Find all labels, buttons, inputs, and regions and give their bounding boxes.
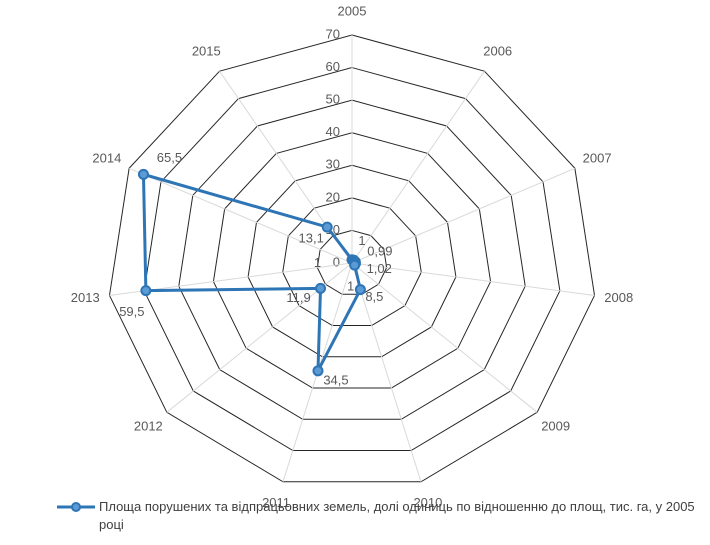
value-label: 1 (358, 233, 365, 248)
category-label: 2015 (192, 43, 221, 58)
category-label: 2007 (583, 150, 612, 165)
value-label: 1 (314, 255, 321, 270)
series-marker (354, 284, 366, 296)
r-tick-label: 70 (326, 26, 340, 41)
spoke (351, 70, 485, 264)
spoke (351, 167, 576, 264)
series-marker (137, 168, 149, 180)
spoke (351, 262, 538, 413)
spoke (128, 167, 353, 264)
r-tick-label: 40 (326, 124, 340, 139)
category-label: 2013 (71, 290, 100, 305)
grid-ring (108, 34, 596, 483)
spoke (351, 262, 422, 482)
grid-ring (316, 229, 388, 295)
value-label: 1 (347, 279, 354, 294)
r-tick-label: 0 (333, 254, 340, 269)
r-tick-label: 60 (326, 59, 340, 74)
category-label: 2012 (134, 419, 163, 434)
legend: Площа порушених та відпрацьовних земель,… (55, 498, 695, 534)
series-marker (312, 365, 324, 377)
r-tick-label: 50 (326, 92, 340, 107)
value-label: 8,5 (365, 289, 383, 304)
legend-marker (71, 502, 81, 512)
value-label: 34,5 (323, 372, 348, 387)
category-label: 2005 (338, 4, 367, 19)
category-label: 2006 (483, 43, 512, 58)
value-label: 1,02 (367, 261, 392, 276)
value-label: 65,5 (157, 150, 182, 165)
category-label: 2011 (262, 495, 290, 510)
grid-ring (247, 164, 457, 358)
category-label: 2008 (604, 290, 633, 305)
legend-swatch (57, 502, 95, 512)
value-label: 11,9 (286, 290, 310, 305)
category-label: 2009 (541, 419, 570, 434)
series-marker (321, 221, 333, 233)
value-label: 13,1 (299, 231, 324, 246)
r-tick-label: 20 (326, 189, 340, 204)
series-marker (349, 259, 361, 271)
r-tick-label: 30 (326, 157, 340, 172)
grid-ring (143, 67, 561, 452)
spoke (351, 262, 595, 296)
series-marker (315, 282, 327, 294)
category-label: 2010 (413, 495, 442, 510)
grid-ring (178, 99, 526, 420)
series-marker (140, 285, 152, 297)
value-label: 0,99 (367, 244, 392, 259)
legend-label: Площа порушених та відпрацьовних земель,… (99, 499, 695, 532)
value-label: 59,5 (119, 304, 144, 319)
category-label: 2014 (92, 150, 121, 165)
grid-ring (282, 197, 422, 327)
